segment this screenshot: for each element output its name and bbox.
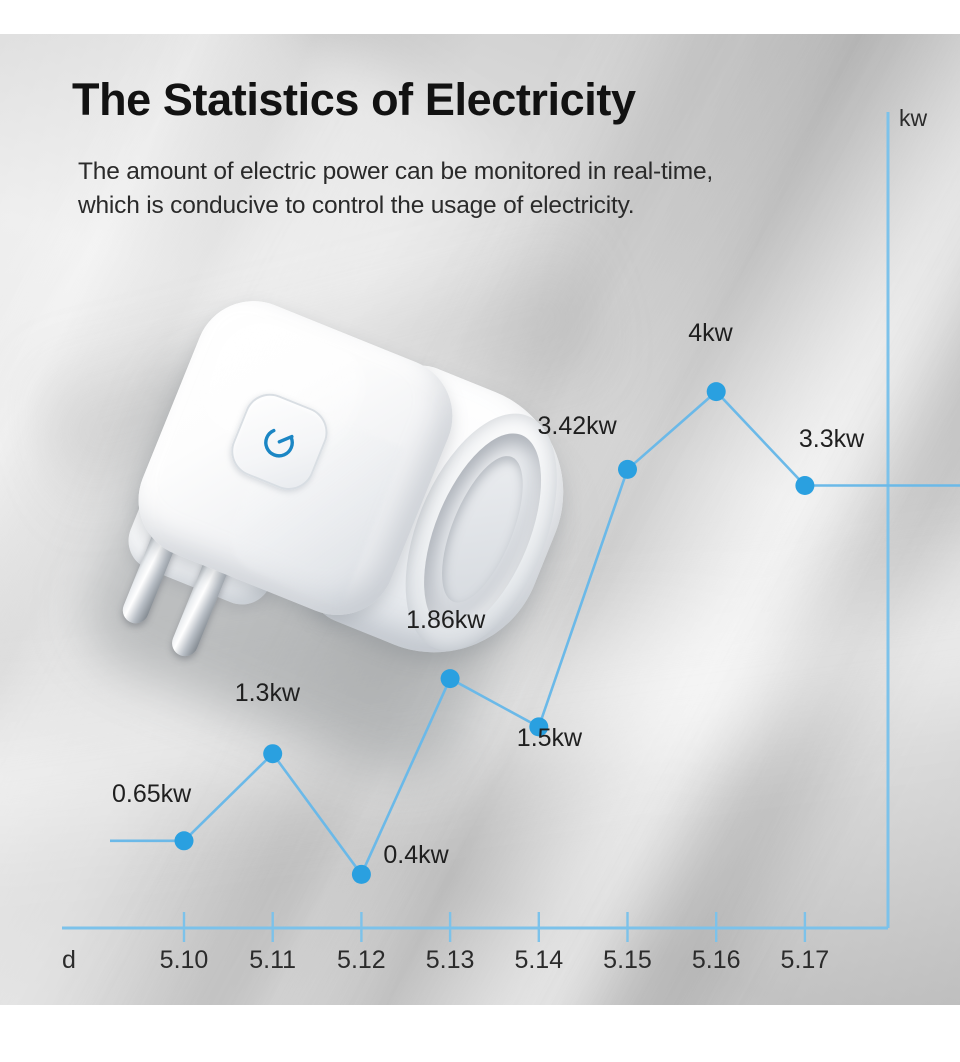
x-tick-label-5.11: 5.11: [249, 946, 297, 974]
x-tick-label-5.16: 5.16: [691, 946, 741, 974]
data-point-label-5.13: 1.86kw: [406, 605, 486, 634]
y-axis-label: kw: [899, 105, 928, 131]
x-tick-label-5.14: 5.14: [514, 946, 564, 974]
x-tick-label-5.17: 5.17: [780, 946, 830, 974]
page-title: The Statistics of Electricity: [72, 74, 636, 125]
subtitle-line-1: The amount of electric power can be moni…: [78, 158, 714, 185]
x-axis-label: d: [62, 946, 76, 974]
data-point-label-5.15: 3.42kw: [537, 412, 617, 441]
data-point-label-5.10: 0.65kw: [112, 779, 192, 808]
x-tick-label-5.13: 5.13: [425, 946, 475, 974]
x-tick-label-5.12: 5.12: [337, 946, 386, 974]
smart-plug-image: [67, 255, 596, 794]
data-point-label-5.11: 1.3kw: [234, 678, 300, 707]
data-point-label-5.14: 1.5kw: [516, 723, 583, 752]
data-point-label-5.12: 0.4kw: [383, 841, 449, 870]
x-tick-label-5.15: 5.15: [603, 946, 652, 974]
top-white-band: [0, 0, 960, 34]
x-tick-label-5.10: 5.10: [159, 946, 209, 974]
bottom-white-band: [0, 1005, 960, 1062]
subtitle-line-2: which is conducive to control the usage …: [78, 192, 635, 220]
data-point-label-5.16: 4kw: [688, 318, 733, 347]
data-point-label-5.17: 3.3kw: [798, 424, 865, 453]
power-icon: [249, 412, 309, 472]
page-subtitle: The amount of electric power can be moni…: [78, 155, 898, 224]
